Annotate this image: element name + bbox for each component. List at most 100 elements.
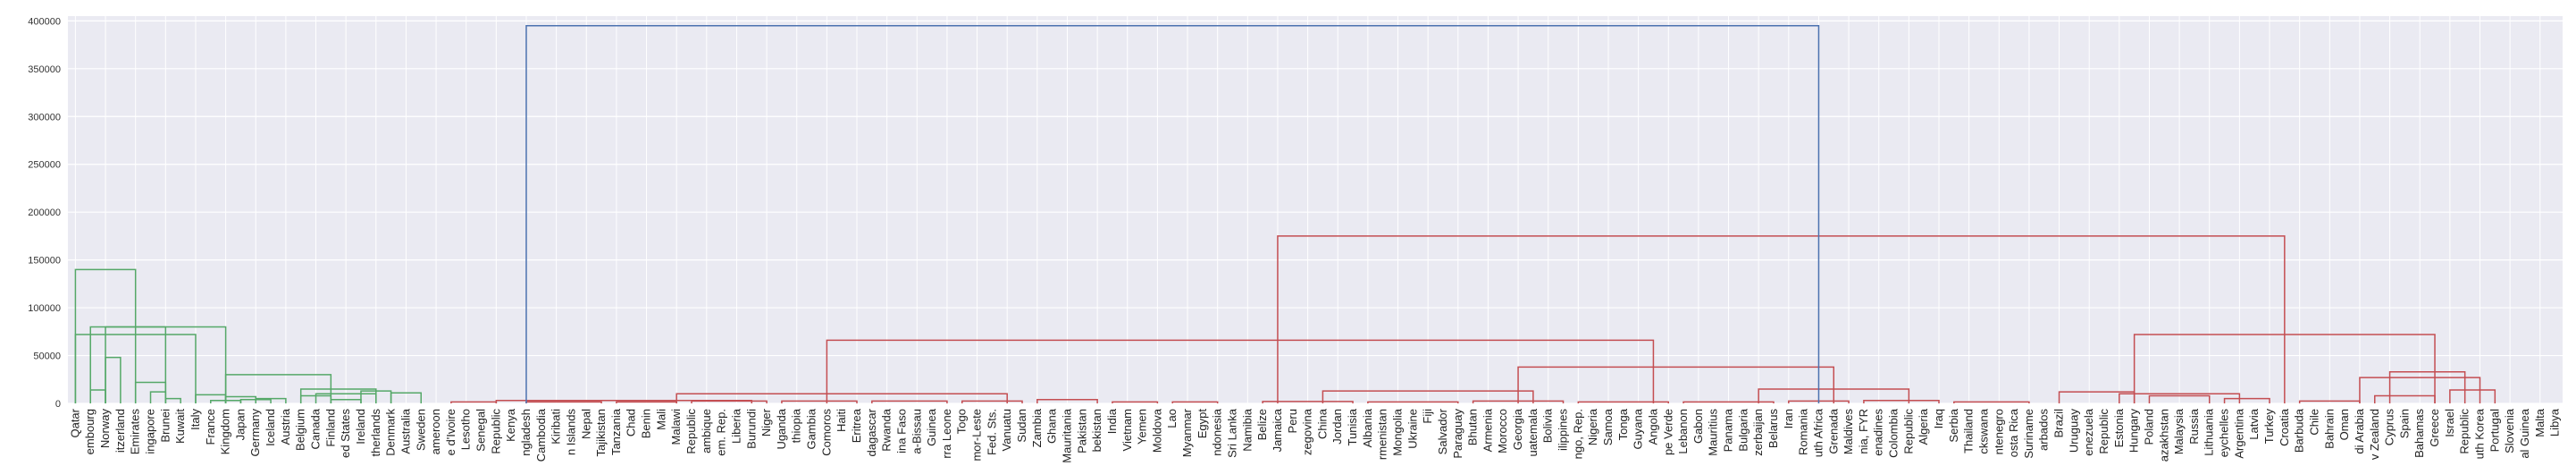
leaf-label: Bahrain <box>2322 409 2336 449</box>
dendrogram-link <box>74 268 137 403</box>
dendrogram-link <box>1112 401 1159 403</box>
dendrogram-link <box>2223 397 2270 403</box>
leaf-label: Libya <box>2548 408 2562 436</box>
leaf-label: Romania <box>1797 408 1810 455</box>
y-tick-label: 150000 <box>28 256 61 267</box>
leaf-label: Italy <box>189 409 202 430</box>
leaf-label: rmenistan <box>1376 409 1389 460</box>
leaf-label: osta Rica <box>2007 408 2020 457</box>
leaf-label: Fiji <box>1421 409 1434 424</box>
dendrogram-link <box>1171 401 1219 403</box>
dendrogram-link <box>1367 401 1459 403</box>
leaf-label: pe Verde <box>1661 409 1674 455</box>
leaf-label: Moldova <box>1150 408 1163 453</box>
leaf-label: Haiti <box>835 409 848 432</box>
leaf-label: Mauritania <box>1060 408 1073 462</box>
leaf-label: Kingdom <box>219 409 232 454</box>
leaf-label: mor-Leste <box>970 409 984 462</box>
leaf-label: Angola <box>1646 408 1659 445</box>
leaf-label: Yemen <box>1136 409 1149 445</box>
leaf-label: Eritrea <box>850 408 863 443</box>
leaf-label: Ukraine <box>1405 409 1419 449</box>
leaf-label: Thailand <box>1962 409 1976 453</box>
dendrogram-link <box>1277 235 2286 403</box>
leaf-label: Tajikistan <box>594 409 608 456</box>
leaf-label: Belarus <box>1766 409 1780 449</box>
leaf-label: Bolivia <box>1541 408 1555 443</box>
leaf-label: Latvia <box>2247 408 2261 439</box>
dendrogram-link <box>961 400 1023 403</box>
leaf-label: Burundi <box>744 409 758 449</box>
leaf-label: Republic <box>1901 409 1915 454</box>
leaf-label: em. Rep. <box>715 409 728 456</box>
dendrogram-link <box>2449 389 2496 403</box>
leaf-label: ameroon <box>429 409 442 454</box>
leaf-label: enadines <box>1872 409 1885 456</box>
leaf-label: Comoros <box>819 409 833 456</box>
leaf-label: Pakistan <box>1075 409 1088 453</box>
leaf-label: Myanmar <box>1180 408 1194 457</box>
leaf-label: uth Africa <box>1811 408 1825 457</box>
leaf-label: Malawi <box>669 409 683 445</box>
leaf-label: Finland <box>323 409 337 447</box>
leaf-label: Croatia <box>2278 408 2291 446</box>
leaf-label: azakhstan <box>2157 409 2170 462</box>
leaf-label: Guinea <box>925 408 938 446</box>
leaf-label: eychelles <box>2218 409 2231 458</box>
leaf-label: ingapore <box>144 409 157 454</box>
y-axis: 0 50000 100000 150000 200000 250000 300000 3500… <box>28 16 61 410</box>
leaf-label: Iceland <box>264 409 277 446</box>
leaf-label: di Arabia <box>2353 408 2366 453</box>
leaf-label: Mongolia <box>1391 408 1405 456</box>
leaf-label: Jordan <box>1330 409 1344 445</box>
leaf-label: Emirates <box>129 409 142 455</box>
leaf-label: Lao <box>1165 409 1179 428</box>
leaf-label: Colombia <box>1887 408 1901 458</box>
leaf-label: rra Leone <box>940 409 953 459</box>
leaf-label: ckswana <box>1976 408 1990 453</box>
leaf-label: Grenada <box>1826 408 1840 453</box>
leaf-label: Maldives <box>1842 409 1855 455</box>
leaf-label: Paraguay <box>1451 409 1464 459</box>
leaf-label: Brunei <box>158 409 172 443</box>
leaf-label: China <box>1315 408 1329 439</box>
leaf-label: Kiribati <box>550 409 563 445</box>
leaf-label: Japan <box>233 409 247 440</box>
leaf-label: Vanuatu <box>1000 409 1013 451</box>
leaf-label: arbados <box>2037 409 2051 451</box>
leaf-label: Qatar <box>68 408 81 437</box>
leaf-labels: Qatar embourg Norway itzerland Emirates ingap… <box>68 408 2561 462</box>
leaf-label: Chile <box>2307 409 2320 436</box>
leaf-label: Jamaica <box>1271 408 1284 452</box>
leaf-label: Morocco <box>1496 409 1509 453</box>
leaf-label: Chad <box>625 409 638 436</box>
dendrogram-link <box>1953 401 2030 403</box>
dendrogram-link <box>89 326 227 403</box>
leaf-label: Argentina <box>2232 408 2245 458</box>
dendrogram-links <box>74 24 2496 403</box>
leaf-label: Poland <box>2142 409 2155 445</box>
y-tick-label: 200000 <box>28 208 61 218</box>
leaf-label: Albania <box>1361 408 1374 447</box>
leaf-label: Estonia <box>2112 408 2126 447</box>
leaf-label: Guyana <box>1632 408 1645 449</box>
leaf-label: Nepal <box>579 409 592 439</box>
dendrogram-link <box>2148 394 2211 403</box>
leaf-label: Fed. Sts. <box>985 409 998 455</box>
leaf-label: Kenya <box>504 408 517 442</box>
y-tick-label: 350000 <box>28 64 61 75</box>
leaf-label: Bahamas <box>2412 409 2426 458</box>
leaf-label: Portugal <box>2488 409 2501 453</box>
leaf-label: Canada <box>309 408 323 449</box>
dendrogram-link <box>495 400 753 403</box>
leaf-label: Tanzania <box>609 408 623 455</box>
dendrogram-link <box>1517 366 1835 403</box>
leaf-label: Cyprus <box>2383 409 2396 446</box>
dendrogram-link <box>1262 401 1354 403</box>
plot-area <box>68 16 2563 403</box>
leaf-label: Iran <box>1782 409 1795 428</box>
leaf-label: Mali <box>654 409 667 430</box>
leaf-label: Egypt <box>1196 409 1209 439</box>
leaf-label: ntenegro <box>1992 409 2005 454</box>
leaf-label: Algeria <box>1917 408 1930 445</box>
